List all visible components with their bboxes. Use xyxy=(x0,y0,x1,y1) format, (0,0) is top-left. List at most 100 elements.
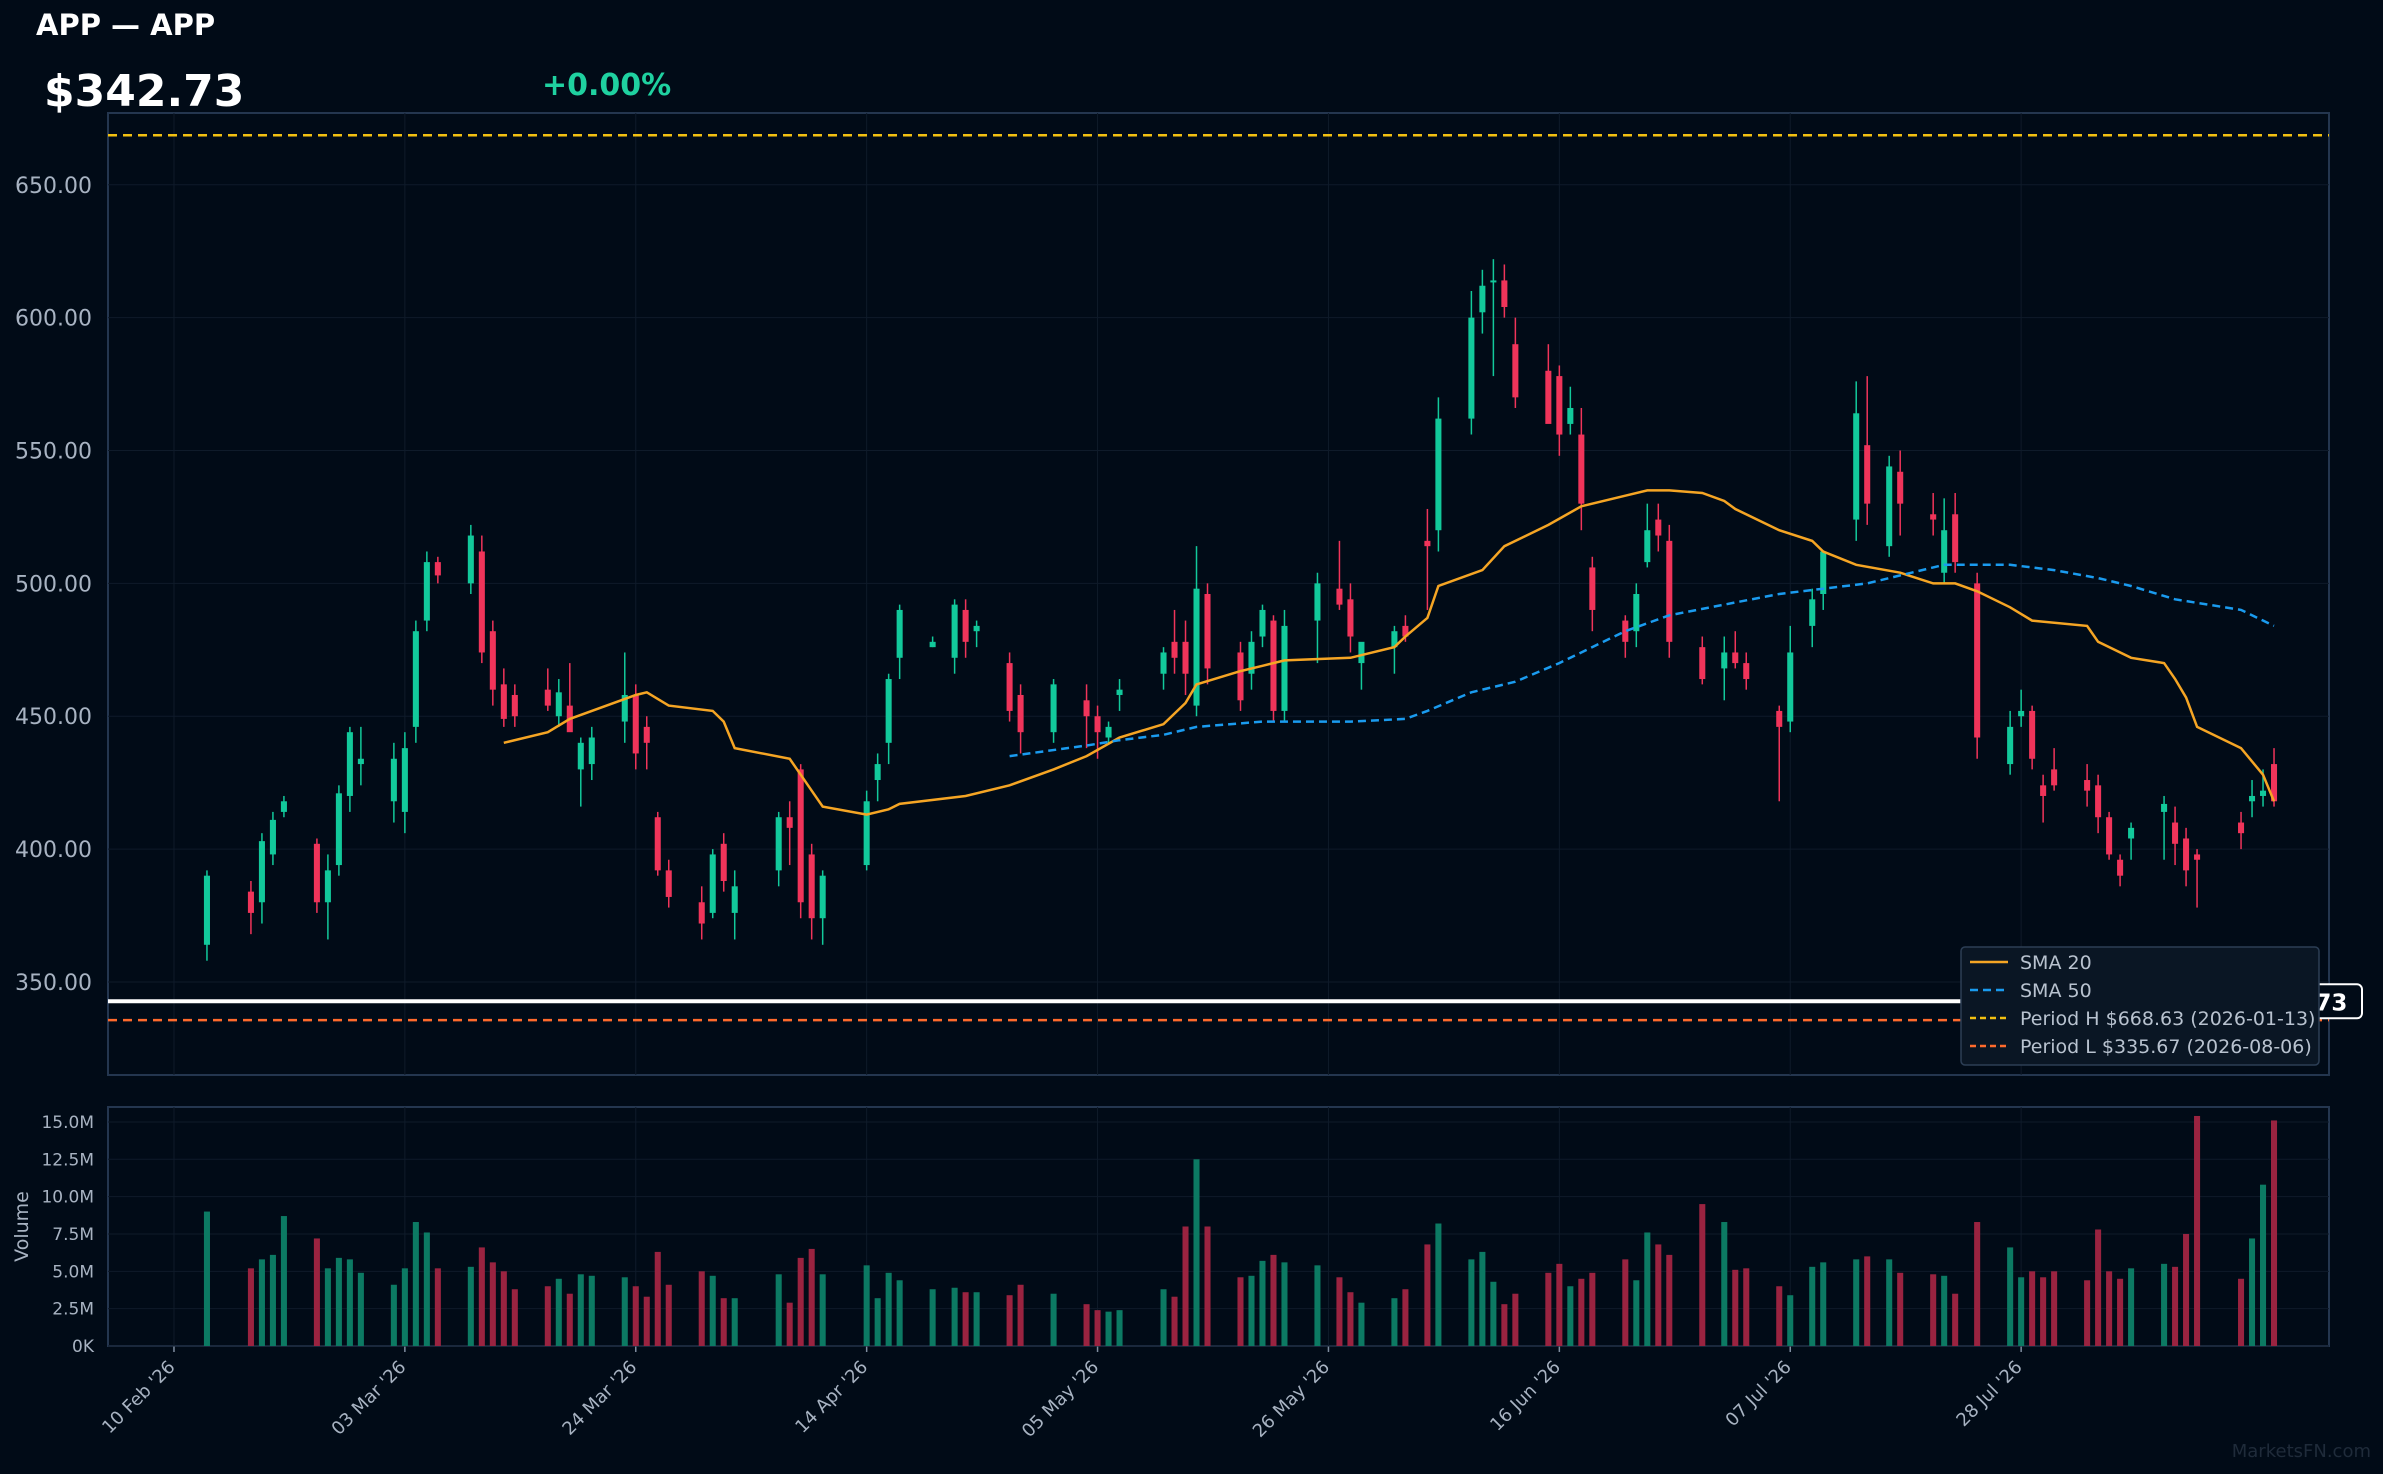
candle-body xyxy=(2128,827,2135,839)
volume-bar xyxy=(1006,1295,1013,1346)
candle-body xyxy=(1391,631,1398,648)
volume-bar xyxy=(2018,1277,2025,1346)
candle-body xyxy=(1006,663,1013,711)
candle-body xyxy=(390,758,397,802)
volume-bar xyxy=(1182,1226,1189,1346)
volume-bar xyxy=(874,1298,881,1346)
candle-body xyxy=(1237,652,1244,701)
candle-body xyxy=(2106,817,2113,855)
candle-body xyxy=(819,875,826,919)
volume-bar xyxy=(1952,1293,1959,1346)
volume-bar xyxy=(588,1275,595,1346)
chart-title: APP — APP xyxy=(36,8,216,42)
candle-body xyxy=(423,562,430,621)
x-tick-label: 03 Mar '26 xyxy=(328,1357,411,1440)
legend-label-sma20: SMA 20 xyxy=(2020,952,2092,974)
watermark: MarketsFN.com xyxy=(2231,1441,2371,1462)
candle-body xyxy=(1424,540,1431,547)
legend-label-period_high: Period H $668.63 (2026-01-13) xyxy=(2020,1008,2315,1030)
candle-body xyxy=(709,854,716,913)
candle-body xyxy=(2161,803,2168,812)
candle-body xyxy=(500,684,507,719)
candle-body xyxy=(654,817,661,871)
volume-bar xyxy=(1017,1284,1024,1346)
volume-bar xyxy=(1402,1289,1409,1346)
volume-bar xyxy=(2161,1263,2168,1346)
volume-bar xyxy=(247,1268,254,1346)
candle-body xyxy=(808,854,815,919)
candle-body xyxy=(1050,684,1057,733)
volume-bar xyxy=(973,1292,980,1346)
volume-bar xyxy=(720,1298,727,1346)
candle-body xyxy=(1556,376,1563,435)
y-tick-label: 400.00 xyxy=(15,838,92,863)
x-tick-label: 16 Jun '26 xyxy=(1486,1357,1565,1436)
volume-bar xyxy=(478,1247,485,1346)
volume-bar xyxy=(951,1287,958,1346)
volume-bar xyxy=(797,1257,804,1346)
candle-body xyxy=(863,801,870,866)
candle-body xyxy=(1479,285,1486,313)
candle-body xyxy=(775,817,782,871)
volume-bar xyxy=(885,1272,892,1346)
candle-body xyxy=(1644,530,1651,563)
y-tick-label: 650.00 xyxy=(15,174,92,199)
candle-body xyxy=(885,679,892,743)
candle-body xyxy=(1897,471,1904,504)
candle-body xyxy=(335,793,342,866)
candle-body xyxy=(1512,344,1519,398)
candle-body xyxy=(2095,785,2102,818)
volume-bar xyxy=(489,1262,496,1346)
volume-bar xyxy=(412,1222,419,1346)
volume-bar xyxy=(2238,1278,2245,1346)
candle-body xyxy=(720,843,727,882)
candle-body xyxy=(1171,641,1178,658)
volume-tick-label: 7.5M xyxy=(52,1225,94,1245)
candle-body xyxy=(2172,822,2179,844)
volume-bar xyxy=(1820,1262,1827,1346)
volume-bar xyxy=(2084,1280,2091,1346)
candle-body xyxy=(1314,583,1321,621)
volume-bar xyxy=(1424,1244,1431,1346)
volume-bar xyxy=(1556,1263,1563,1346)
candle-body xyxy=(973,625,980,632)
volume-bar xyxy=(2051,1271,2058,1346)
candle-body xyxy=(1094,716,1101,733)
volume-bar xyxy=(1853,1259,1860,1346)
x-tick-label: 24 Mar '26 xyxy=(558,1357,641,1440)
volume-bar xyxy=(632,1286,639,1346)
legend-label-sma50: SMA 50 xyxy=(2020,980,2092,1002)
candle-body xyxy=(2007,726,2014,765)
candle-body xyxy=(324,870,331,903)
candle-body xyxy=(489,631,496,690)
volume-bar xyxy=(1666,1254,1673,1346)
volume-bar xyxy=(203,1211,210,1346)
candle-body xyxy=(2183,838,2190,871)
volume-bar xyxy=(1633,1280,1640,1346)
volume-bar xyxy=(2106,1271,2113,1346)
volume-bar xyxy=(434,1268,441,1346)
candle-body xyxy=(1490,280,1497,283)
volume-bar xyxy=(1699,1204,1706,1346)
candle-body xyxy=(1347,599,1354,637)
y-tick-label: 550.00 xyxy=(15,439,92,464)
y-tick-label: 450.00 xyxy=(15,705,92,730)
candle-body xyxy=(555,692,562,717)
candle-body xyxy=(511,694,518,717)
candle-body xyxy=(1820,551,1827,594)
volume-bar xyxy=(1094,1310,1101,1346)
x-tick-label: 28 Jul '26 xyxy=(1952,1357,2026,1431)
sma50-line xyxy=(1009,563,2275,758)
candle-body xyxy=(412,631,419,727)
candle-body xyxy=(401,748,408,812)
volume-bar xyxy=(1644,1232,1651,1346)
volume-bar xyxy=(401,1268,408,1346)
candle-body xyxy=(874,764,881,781)
candle-body xyxy=(467,535,474,584)
volume-bar xyxy=(1776,1286,1783,1346)
candle-body xyxy=(1809,599,1816,626)
volume-bar xyxy=(423,1232,430,1346)
volume-bar xyxy=(643,1296,650,1346)
candle-body xyxy=(1336,588,1343,605)
candle-body xyxy=(269,819,276,855)
